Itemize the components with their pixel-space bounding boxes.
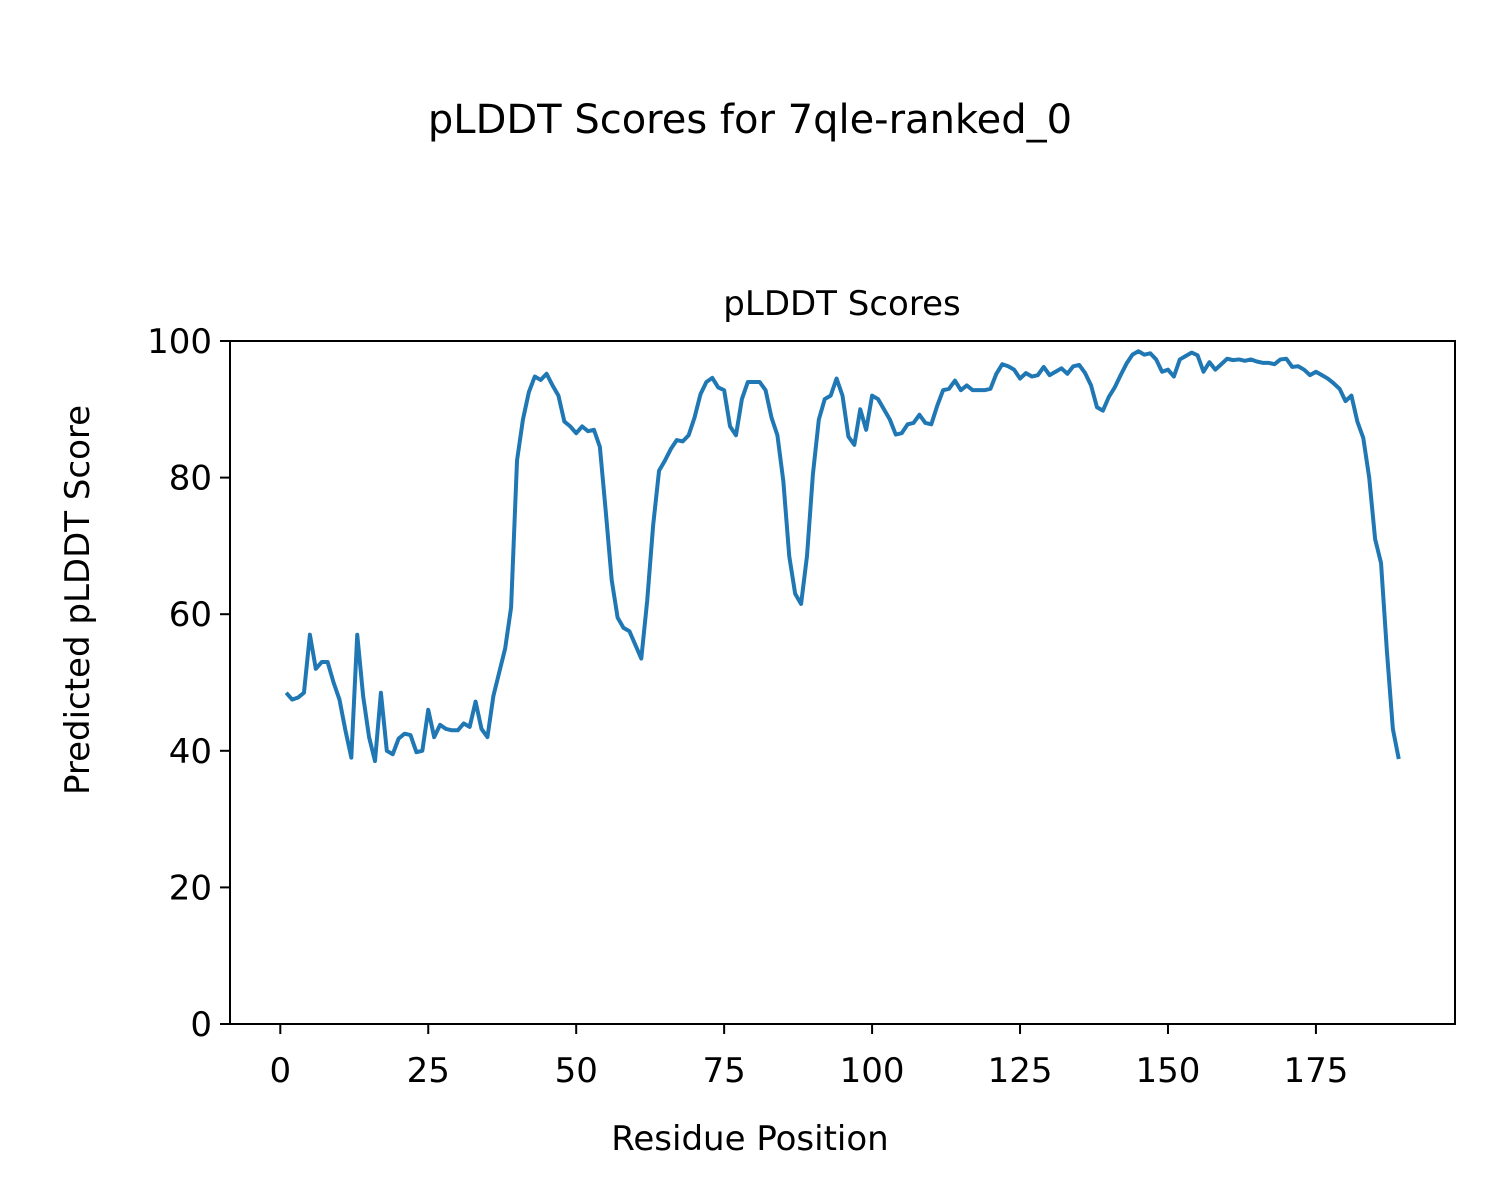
x-tick-label: 100 bbox=[840, 1051, 905, 1091]
y-tick-label: 20 bbox=[169, 868, 212, 908]
x-tick-label: 150 bbox=[1136, 1051, 1201, 1091]
y-tick-label: 0 bbox=[190, 1005, 212, 1045]
y-tick-label: 80 bbox=[169, 459, 212, 499]
figure-suptitle: pLDDT Scores for 7qle-ranked_0 bbox=[428, 97, 1072, 143]
y-tick-label: 40 bbox=[169, 732, 212, 772]
x-tick-label: 175 bbox=[1283, 1051, 1348, 1091]
axes-frame bbox=[229, 340, 1456, 1025]
series-line-0 bbox=[284, 349, 1401, 764]
y-axis-label: Predicted pLDDT Score bbox=[58, 405, 98, 795]
y-tick-label: 60 bbox=[169, 595, 212, 635]
x-tick-label: 125 bbox=[988, 1051, 1053, 1091]
x-axis: 0 25 50 75 100 125 150 175 bbox=[269, 1024, 1348, 1091]
x-tick-label: 25 bbox=[407, 1051, 450, 1091]
y-axis: 0 20 40 60 80 100 bbox=[147, 322, 230, 1045]
x-tick-label: 75 bbox=[703, 1051, 746, 1091]
x-tick-label: 0 bbox=[269, 1051, 291, 1091]
axes-title: pLDDT Scores bbox=[723, 284, 960, 324]
x-axis-label: Residue Position bbox=[611, 1119, 888, 1159]
plot-area bbox=[284, 349, 1401, 764]
y-tick-label: 100 bbox=[147, 322, 212, 362]
x-tick-label: 50 bbox=[555, 1051, 598, 1091]
